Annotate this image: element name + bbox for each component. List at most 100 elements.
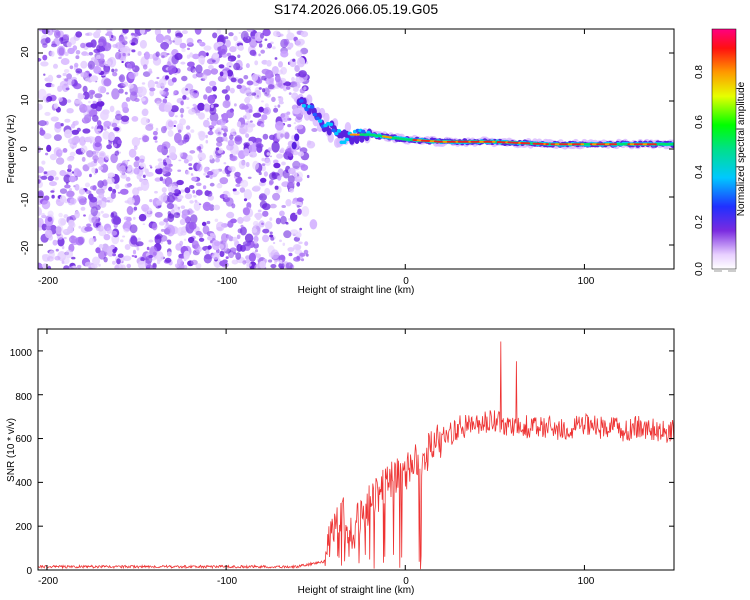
noise-blob: [227, 58, 232, 62]
noise-blob: [259, 260, 266, 269]
noise-blob: [251, 73, 259, 82]
noise-blob: [156, 199, 163, 206]
noise-blob: [216, 141, 223, 147]
noise-blob: [244, 96, 251, 104]
noise-blob: [189, 200, 194, 204]
noise-blob: [236, 234, 241, 239]
noise-blob: [66, 78, 75, 86]
noise-blob: [139, 39, 147, 49]
noise-blob: [238, 32, 242, 34]
noise-blob: [179, 218, 186, 226]
noise-blob: [74, 62, 79, 68]
noise-blob: [92, 114, 99, 122]
noise-blob: [115, 183, 120, 190]
noise-blob: [86, 223, 92, 227]
noise-blob: [187, 61, 195, 67]
noise-blob: [278, 61, 283, 68]
noise-blob: [135, 241, 144, 247]
noise-blob: [83, 114, 92, 123]
noise-blob: [112, 248, 117, 254]
noise-blob: [264, 158, 271, 166]
noise-blob: [41, 263, 49, 268]
noise-blob: [88, 193, 94, 201]
noise-blob: [144, 51, 150, 60]
noise-blob: [180, 230, 187, 236]
noise-blob: [237, 54, 241, 59]
noise-blob: [131, 32, 135, 36]
noise-blob: [47, 74, 54, 83]
ridge-core: [318, 119, 323, 123]
noise-blob: [265, 77, 274, 85]
noise-blob: [92, 155, 99, 162]
noise-blob: [128, 83, 134, 89]
noise-blob: [213, 204, 221, 211]
noise-blob: [137, 260, 146, 269]
snr-frame: [37, 328, 675, 571]
noise-blob: [59, 80, 69, 88]
bot-y-tick-label: 400: [15, 478, 32, 489]
noise-blob: [120, 188, 129, 195]
noise-blob: [280, 147, 285, 154]
noise-blob: [255, 249, 258, 253]
noise-blob: [45, 97, 50, 103]
noise-blob: [80, 145, 88, 153]
noise-blob: [69, 141, 78, 149]
noise-blob: [78, 236, 85, 245]
noise-blob: [92, 100, 97, 104]
noise-blob: [125, 176, 131, 182]
noise-blob: [48, 170, 57, 177]
noise-blob: [67, 164, 72, 170]
noise-blob: [38, 146, 42, 153]
noise-blob: [180, 100, 184, 106]
noise-blob: [272, 242, 276, 244]
noise-blob: [250, 120, 253, 123]
noise-blob: [226, 173, 231, 177]
noise-blob: [89, 173, 92, 178]
noise-blob: [262, 29, 271, 37]
noise-blob: [264, 221, 273, 230]
noise-blob: [244, 89, 253, 96]
noise-blob: [264, 92, 268, 95]
noise-blob: [252, 112, 262, 118]
noise-blob: [283, 230, 292, 239]
noise-blob: [219, 250, 225, 257]
noise-blob: [237, 228, 243, 234]
noise-blob: [281, 161, 286, 166]
noise-blob: [251, 228, 258, 233]
noise-blob: [269, 231, 273, 235]
noise-blob: [49, 181, 57, 187]
noise-blob: [183, 250, 190, 260]
noise-blob: [133, 167, 140, 175]
noise-blob: [58, 47, 65, 56]
noise-blob: [246, 80, 254, 86]
noise-blob: [209, 154, 213, 160]
noise-blob: [209, 105, 217, 115]
noise-blob: [270, 236, 275, 241]
noise-blob: [42, 254, 47, 259]
noise-blob: [288, 92, 292, 95]
noise-blob: [122, 235, 126, 238]
noise-blob: [94, 93, 103, 99]
ridge-hot: [356, 133, 360, 136]
noise-blob: [190, 92, 199, 99]
noise-blob: [179, 240, 184, 246]
noise-blob: [183, 238, 187, 241]
noise-blob: [84, 261, 93, 268]
noise-blob: [88, 100, 91, 104]
noise-blob: [90, 264, 98, 269]
noise-blob: [231, 259, 239, 265]
noise-blob: [268, 259, 273, 263]
noise-blob: [66, 73, 72, 80]
noise-blob: [166, 61, 171, 67]
noise-blob: [177, 129, 182, 133]
noise-blob: [261, 157, 266, 162]
noise-blob: [90, 103, 98, 109]
noise-blob: [95, 29, 102, 34]
noise-blob: [226, 144, 234, 151]
noise-blob: [50, 116, 59, 122]
noise-blob: [195, 64, 203, 74]
noise-blob: [39, 127, 44, 132]
chart-title: S174.2026.066.05.19.G05: [274, 1, 438, 17]
noise-blob: [263, 171, 268, 177]
noise-blob: [147, 209, 151, 214]
